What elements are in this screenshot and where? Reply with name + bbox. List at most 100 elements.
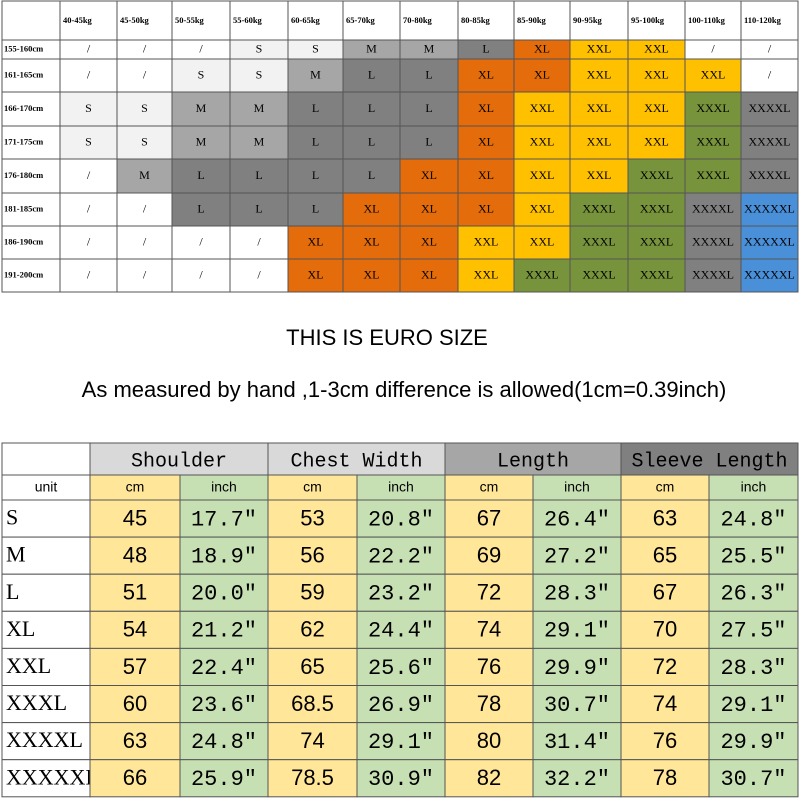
value: 48 (123, 542, 147, 567)
height-cell (1, 192, 61, 227)
size-label: / (768, 67, 772, 81)
value: 63 (123, 728, 147, 753)
size-cell (513, 125, 571, 160)
value-cell (356, 499, 446, 538)
size-cell (684, 58, 742, 93)
size-name-cell (1, 499, 91, 538)
value: 26.9" (368, 693, 434, 718)
value: 21.2" (191, 619, 257, 644)
size-cell (116, 91, 173, 127)
size-name-cell (1, 573, 91, 612)
size-label: L (425, 101, 432, 115)
unit-cell (1, 474, 91, 501)
value: 30.9" (368, 767, 434, 792)
value: 26.3" (720, 582, 786, 607)
header-cell (684, 0, 742, 41)
height-label: 161-165cm (4, 69, 43, 79)
size-label: XXL (530, 101, 555, 115)
unit-header (532, 474, 622, 501)
weight-label: 100-110kg (688, 15, 726, 25)
unit-name: cm (126, 479, 145, 495)
size-name: XXXL (6, 690, 67, 715)
value-cell (708, 499, 799, 538)
value-cell (179, 759, 269, 798)
size-label: L (368, 134, 375, 148)
size-label: L (425, 67, 432, 81)
value-cell (444, 573, 534, 612)
size-label: XL (534, 41, 550, 55)
value: 82 (477, 765, 501, 790)
size-label: / (87, 267, 91, 281)
value-cell (89, 573, 181, 612)
size-label: XL (478, 67, 494, 81)
value: 30.7" (720, 767, 786, 792)
size-label: M (139, 168, 150, 182)
size-name: XL (6, 616, 35, 641)
size-label: / (87, 41, 91, 55)
size-cell (116, 125, 173, 160)
size-label: XXL (644, 67, 669, 81)
value: 22.2" (368, 544, 434, 569)
value-cell (620, 499, 710, 538)
size-label: XXL (530, 234, 555, 248)
value-cell (620, 722, 710, 761)
weight-label: 50-55kg (175, 15, 205, 25)
size-cell (513, 225, 571, 260)
size-label: XXXL (640, 267, 673, 281)
value-cell (444, 536, 534, 575)
weight-label: 65-70kg (346, 15, 376, 25)
value: 69 (477, 542, 501, 567)
size-label: XXL (474, 234, 499, 248)
weight-label: 80-85kg (461, 15, 491, 25)
value-cell (620, 759, 710, 798)
size-label: M (310, 67, 321, 81)
unit-name: inch (211, 479, 237, 495)
size-cell (229, 258, 289, 293)
size-label: L (197, 201, 204, 215)
value-cell (620, 536, 710, 575)
size-cell (569, 192, 629, 227)
size-label: XXL (587, 134, 612, 148)
value: 26.4" (544, 507, 610, 532)
size-cell (399, 158, 459, 194)
size-label: L (368, 168, 375, 182)
group-header (89, 442, 269, 476)
value: 23.6" (191, 693, 257, 718)
size-label: / (87, 201, 91, 215)
size-cell (740, 158, 799, 194)
value-cell (179, 573, 269, 612)
header-cell (59, 0, 118, 41)
value-cell (356, 759, 446, 798)
value-cell (267, 536, 358, 575)
size-label: / (199, 41, 203, 55)
size-label: M (424, 41, 435, 55)
size-label: XXXL (696, 168, 729, 182)
size-name: XXXXL (6, 727, 83, 752)
value: 24.4" (368, 619, 434, 644)
size-cell (287, 125, 344, 160)
group-label: Length (497, 450, 569, 473)
size-label: L (312, 168, 319, 182)
height-label: 166-170cm (4, 103, 43, 113)
size-cell (569, 91, 629, 127)
value-cell (532, 573, 622, 612)
size-label: XXXL (640, 234, 673, 248)
size-label: XL (364, 267, 380, 281)
size-label: L (368, 101, 375, 115)
value: 22.4" (191, 656, 257, 681)
size-label: / (143, 201, 147, 215)
size-cell (229, 91, 289, 127)
corner-cell (1, 0, 61, 41)
size-cell (627, 258, 686, 293)
size-cell (59, 125, 118, 160)
value: 29.1" (544, 619, 610, 644)
size-label: XXL (587, 101, 612, 115)
size-cell (569, 58, 629, 93)
size-cell (627, 158, 686, 194)
size-label: XL (308, 234, 324, 248)
value-cell (620, 573, 710, 612)
size-label: XXXL (582, 201, 615, 215)
size-cell (684, 91, 742, 127)
value: 68.5 (291, 691, 334, 716)
size-label: XXL (644, 41, 669, 55)
